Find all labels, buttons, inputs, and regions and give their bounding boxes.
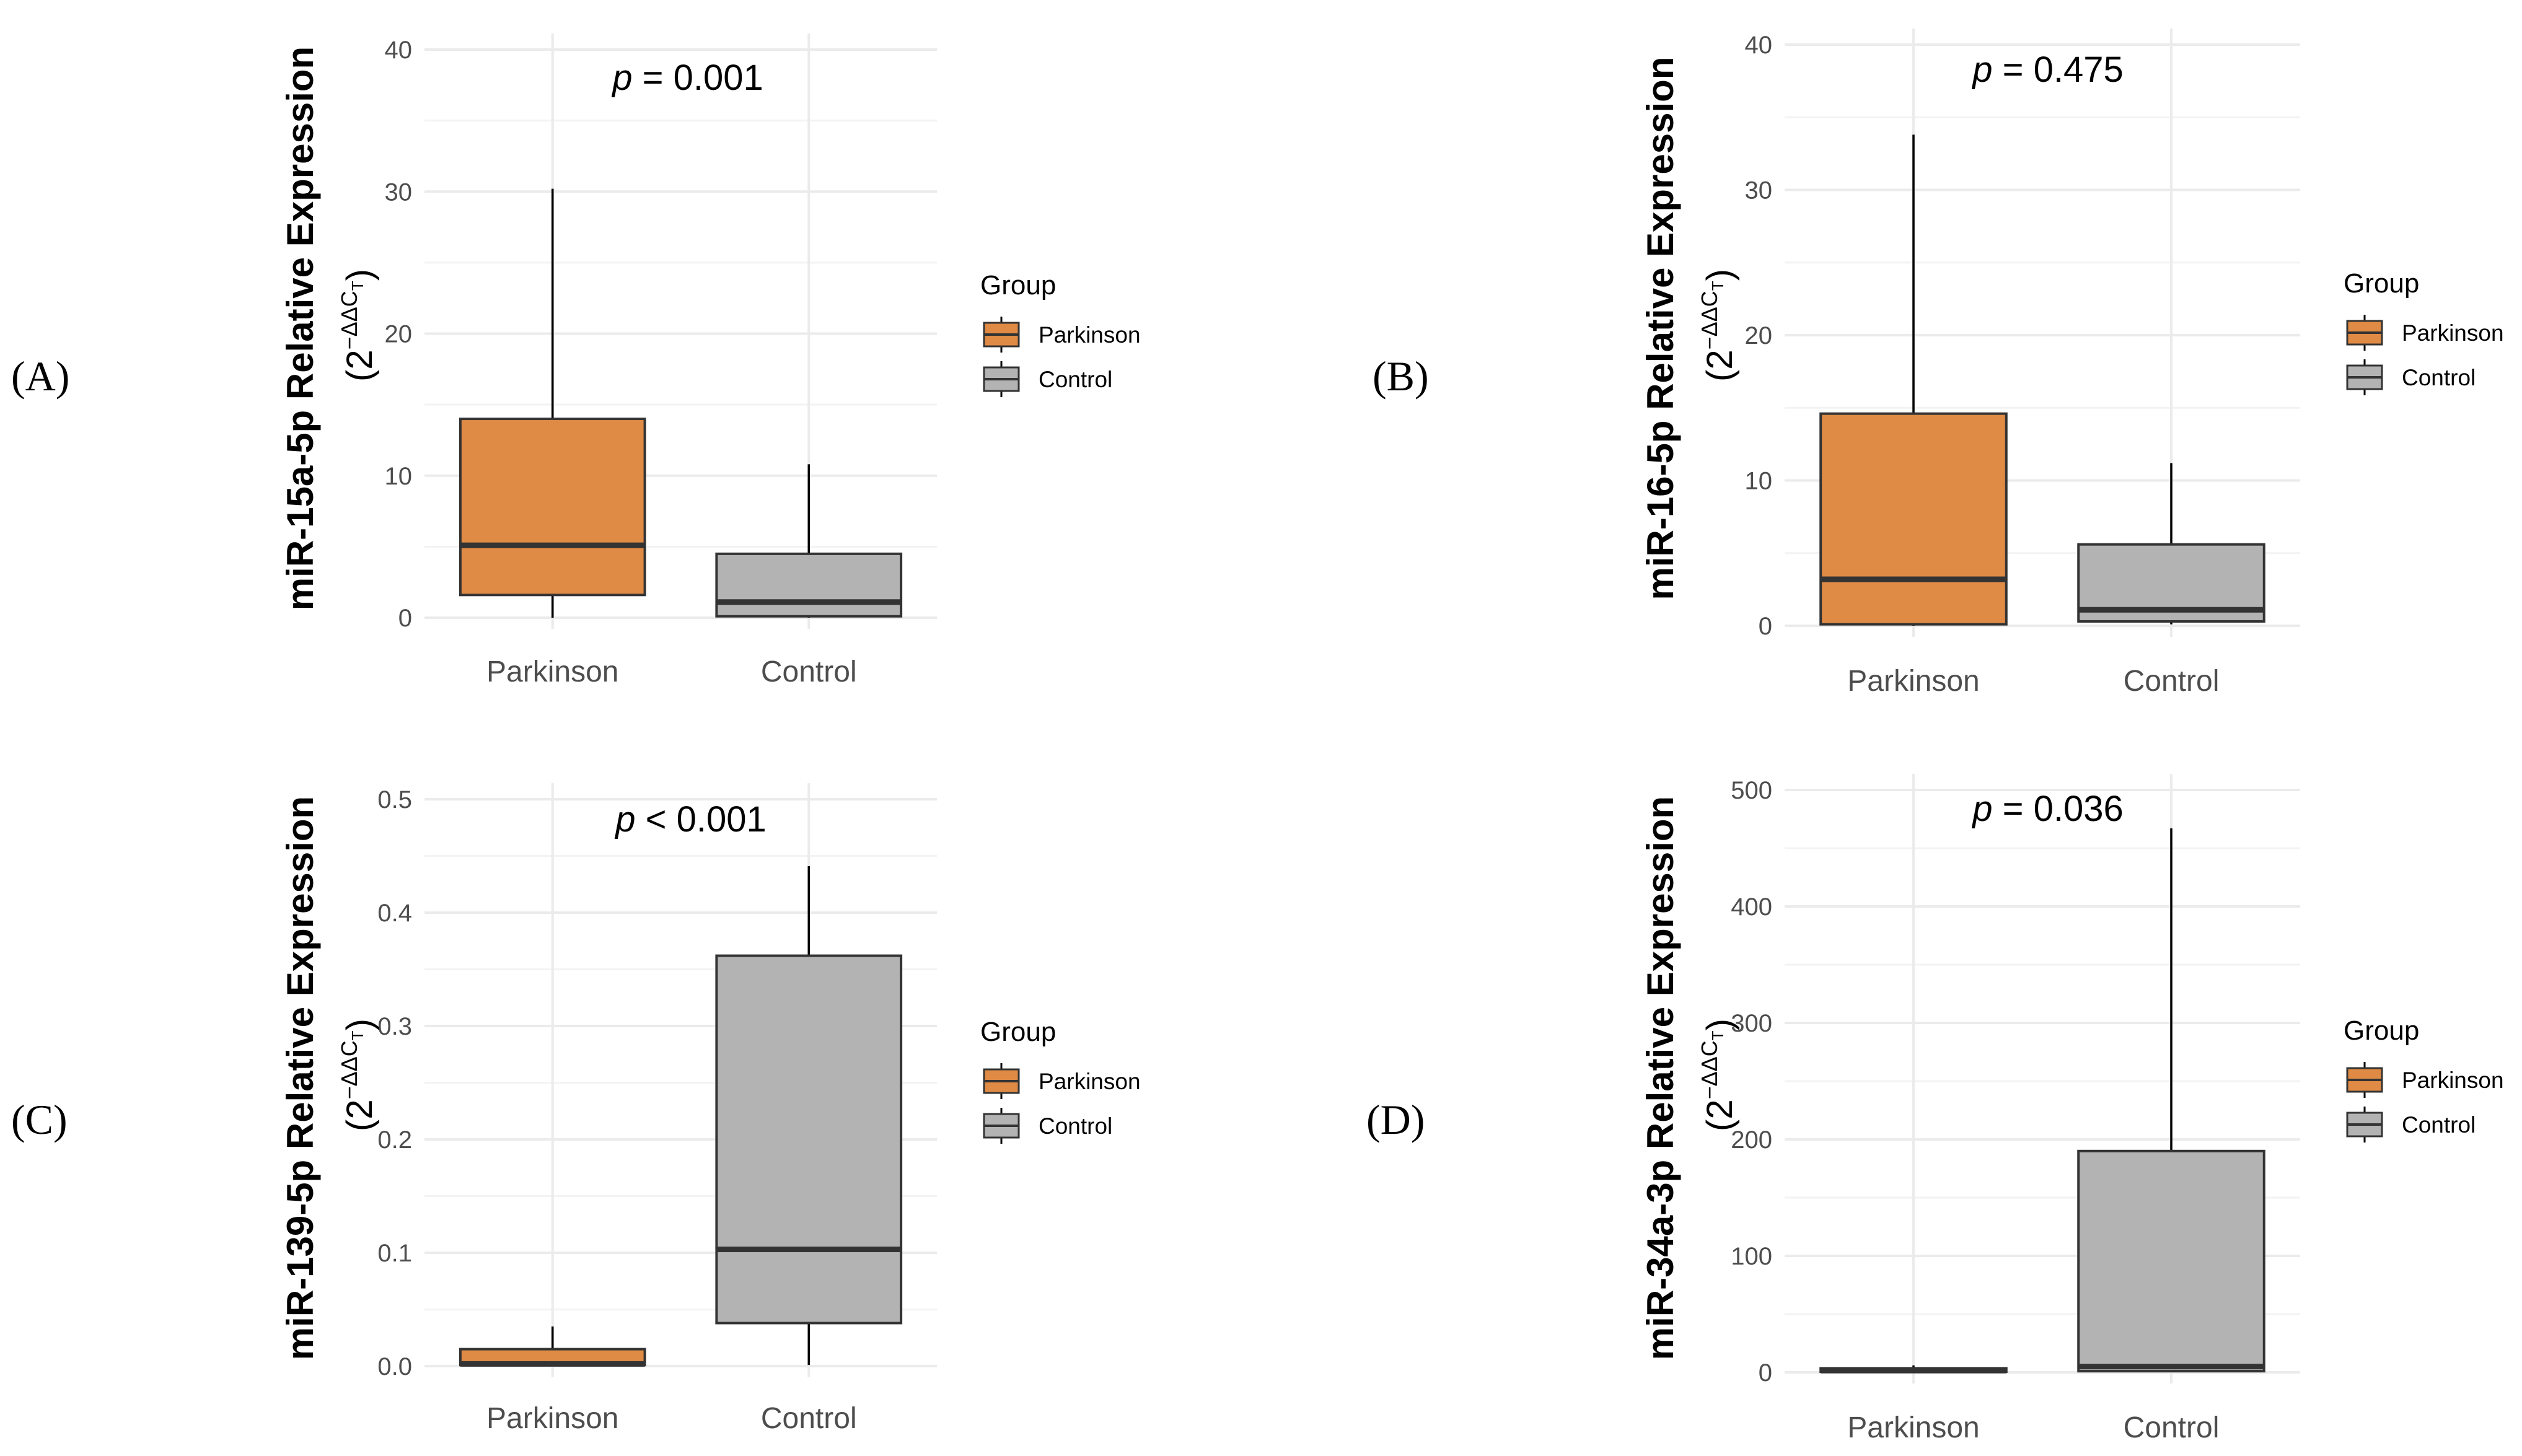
y-tick-label: 20 <box>385 321 413 348</box>
y-tick-label: 30 <box>385 178 413 206</box>
panel-label: (C) <box>11 1096 68 1143</box>
box-control <box>715 464 903 618</box>
legend-key-parkinson: Parkinson <box>983 1063 1141 1099</box>
legend: Group Parkinson Control <box>980 270 1141 397</box>
box-iqr <box>715 954 903 1325</box>
y-tick-label: 0.3 <box>377 1013 412 1040</box>
y-tick-label: 40 <box>1745 32 1773 59</box>
box-parkinson <box>459 188 646 618</box>
panel-c: (C) 0.0 0.1 0.2 0.3 0.4 0.5 Parkinson Control p <… <box>11 783 1141 1435</box>
x-category-label: Parkinson <box>486 656 618 688</box>
legend-label: Control <box>1039 367 1112 392</box>
legend-key-parkinson: Parkinson <box>983 317 1141 353</box>
legend-label: Control <box>2402 365 2476 390</box>
p-value: = 0.036 <box>1993 789 2124 829</box>
p-value: = 0.475 <box>1993 50 2124 90</box>
legend-key-control: Control <box>983 1108 1112 1144</box>
p-italic: p <box>1971 50 1992 90</box>
legend-title: Group <box>980 270 1056 300</box>
y-tick-label: 500 <box>1731 777 1772 804</box>
legend-label: Control <box>2402 1112 2476 1138</box>
box-iqr <box>2077 1149 2265 1373</box>
y-axis-title: miR-16-5p Relative Expression <box>1640 56 1681 600</box>
y-axis-unit: (2−ΔΔCT) <box>1697 269 1740 382</box>
x-category-label: Control <box>2124 1411 2220 1444</box>
y-tick-label: 200 <box>1731 1126 1772 1154</box>
panel-a: (A) 0 10 20 30 40 Parkinson Control p = 0.001 miR… <box>11 33 1141 688</box>
legend-label: Control <box>1039 1113 1112 1139</box>
y-axis-unit: (2−ΔΔCT) <box>336 1019 380 1131</box>
box-parkinson <box>1819 1365 2008 1374</box>
p-value-annotation: p = 0.036 <box>1971 789 2124 829</box>
y-tick-label: 0.2 <box>377 1126 412 1154</box>
y-axis-title: miR-139-5p Relative Expression <box>279 796 321 1360</box>
legend-title: Group <box>2344 268 2419 299</box>
p-italic: p <box>614 799 635 840</box>
box-iqr <box>715 552 903 618</box>
legend-label: Parkinson <box>2402 1068 2504 1093</box>
legend: Group Parkinson Control <box>2344 268 2504 395</box>
panel-label: (B) <box>1373 353 1429 400</box>
legend-key-parkinson: Parkinson <box>2346 315 2504 351</box>
legend-label: Parkinson <box>1039 322 1141 348</box>
legend: Group Parkinson Control <box>980 1017 1141 1144</box>
x-category-label: Parkinson <box>1847 1411 1979 1444</box>
legend-key-parkinson: Parkinson <box>2346 1062 2504 1098</box>
legend-title: Group <box>2344 1015 2419 1046</box>
p-value-annotation: p = 0.475 <box>1971 50 2124 90</box>
p-italic: p <box>1971 789 1992 829</box>
legend-key-control: Control <box>2346 359 2476 395</box>
x-category-label: Control <box>761 1402 857 1435</box>
panel-d: (D) 0 100 200 300 400 500 Parkinson Control p = 0… <box>1366 774 2504 1444</box>
y-tick-label: 0.1 <box>377 1240 412 1267</box>
p-value: = 0.001 <box>633 58 763 98</box>
y-axis-title: miR-15a-5p Relative Expression <box>279 46 321 610</box>
panel-label: (A) <box>11 353 69 400</box>
y-tick-label: 0 <box>398 605 412 632</box>
y-tick-label: 10 <box>1745 468 1773 495</box>
y-axis-unit: (2−ΔΔCT) <box>336 269 380 382</box>
box-iqr <box>1819 412 2008 626</box>
x-category-label: Parkinson <box>486 1402 618 1435</box>
p-value-annotation: p < 0.001 <box>614 799 767 840</box>
x-category-label: Control <box>761 656 857 688</box>
p-italic: p <box>611 58 632 98</box>
panel-b: (B) 0 10 20 30 40 Parkinson Control p = 0.475 miR… <box>1373 29 2504 698</box>
legend-title: Group <box>980 1017 1056 1047</box>
y-tick-label: 0.5 <box>377 786 412 814</box>
y-tick-label: 0 <box>1759 613 1772 640</box>
p-value: < 0.001 <box>636 799 767 840</box>
y-tick-label: 40 <box>385 37 413 64</box>
y-tick-label: 30 <box>1745 177 1773 204</box>
panel-label: (D) <box>1366 1096 1425 1143</box>
x-category-label: Parkinson <box>1847 665 1979 698</box>
y-tick-label: 300 <box>1731 1010 1772 1037</box>
y-tick-label: 0.0 <box>377 1353 412 1380</box>
y-tick-label: 10 <box>385 463 413 490</box>
y-axis-title: miR-34a-3p Relative Expression <box>1640 796 1681 1360</box>
y-axis-unit: (2−ΔΔCT) <box>1697 1019 1740 1131</box>
x-category-label: Control <box>2124 665 2220 698</box>
p-value-annotation: p = 0.001 <box>611 58 763 98</box>
legend-key-control: Control <box>2346 1107 2476 1142</box>
y-tick-label: 400 <box>1731 893 1772 921</box>
box-control <box>2077 463 2265 625</box>
box-parkinson <box>459 1326 646 1367</box>
legend-label: Parkinson <box>1039 1069 1141 1094</box>
y-tick-label: 0 <box>1759 1359 1772 1387</box>
legend-label: Parkinson <box>2402 320 2504 346</box>
box-iqr <box>459 418 646 597</box>
y-tick-label: 20 <box>1745 322 1773 349</box>
box-control <box>2077 828 2265 1373</box>
y-tick-label: 100 <box>1731 1243 1772 1270</box>
legend-key-control: Control <box>983 361 1112 397</box>
y-tick-label: 0.4 <box>377 900 412 927</box>
legend: Group Parkinson Control <box>2344 1015 2504 1142</box>
box-control <box>715 866 903 1366</box>
box-parkinson <box>1819 134 2008 626</box>
